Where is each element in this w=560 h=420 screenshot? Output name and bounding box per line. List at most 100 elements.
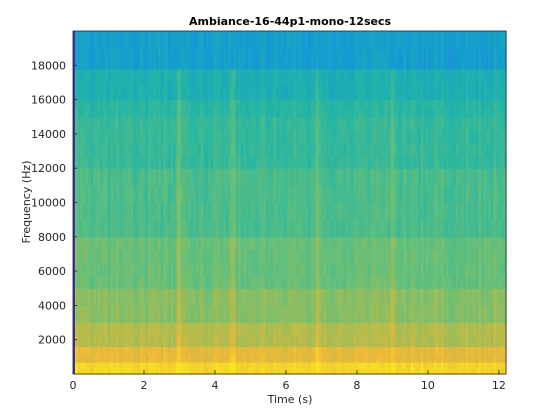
heatmap-cell (280, 322, 284, 336)
heatmap-cell (353, 322, 357, 336)
heatmap-cell (443, 31, 447, 51)
heatmap-cell (143, 68, 147, 85)
heatmap-cell (288, 185, 292, 204)
heatmap-cell (360, 219, 364, 238)
heatmap-cell (193, 236, 197, 251)
heatmap-cell (488, 275, 492, 289)
heatmap-cell (378, 202, 382, 221)
heatmap-cell (483, 236, 487, 251)
heatmap-cell (120, 368, 124, 375)
heatmap-cell (498, 108, 502, 118)
heatmap-cell (108, 322, 112, 336)
heatmap-cell (193, 262, 197, 276)
heatmap-cell (140, 129, 144, 144)
heatmap-cell (183, 129, 187, 144)
heatmap-cell (215, 322, 219, 336)
heatmap-cell (123, 262, 127, 276)
heatmap-cell (358, 334, 362, 348)
heatmap-cell (488, 68, 492, 85)
heatmap-cell (198, 249, 202, 264)
heatmap-cell (345, 236, 349, 251)
heatmap-cell (95, 129, 99, 144)
heatmap-cell (78, 202, 82, 221)
heatmap-cell (130, 354, 134, 363)
heatmap-cell (125, 236, 129, 251)
heatmap-cell (460, 129, 465, 144)
heatmap-cell (318, 129, 322, 144)
heatmap-cell (398, 31, 402, 51)
heatmap-cell (473, 354, 477, 363)
heatmap-cell (503, 31, 507, 51)
heatmap-cell (463, 108, 467, 118)
heatmap-cell (90, 84, 94, 101)
heatmap-cell (135, 108, 139, 118)
heatmap-cell (333, 368, 337, 375)
heatmap-cell (133, 31, 137, 51)
heatmap-cell (380, 354, 384, 363)
heatmap-cell (133, 68, 137, 85)
heatmap-cell (325, 322, 329, 336)
heatmap-cell (370, 155, 374, 169)
heatmap-cell (160, 354, 164, 363)
heatmap-cell (250, 202, 254, 221)
heatmap-cell (123, 168, 127, 186)
heatmap-cell (88, 354, 92, 363)
heatmap-cell (113, 322, 117, 336)
heatmap-cell (295, 168, 299, 186)
heatmap-cell (398, 262, 402, 276)
heatmap-cell (178, 155, 182, 169)
heatmap-cell (75, 354, 79, 363)
heatmap-cell (98, 202, 102, 221)
heatmap-cell (260, 84, 264, 101)
heatmap-cell (88, 249, 92, 264)
heatmap-cell (308, 202, 312, 221)
heatmap-cell (370, 168, 374, 186)
heatmap-cell (233, 368, 237, 375)
heatmap-cell (88, 142, 92, 156)
heatmap-cell (468, 116, 472, 131)
heatmap-cell (420, 185, 424, 204)
heatmap-cell (363, 275, 367, 289)
heatmap-cell (283, 155, 287, 169)
heatmap-cell (325, 249, 329, 264)
heatmap-cell (495, 129, 500, 144)
heatmap-cell (240, 84, 244, 101)
heatmap-cell (140, 68, 144, 85)
heatmap-cell (485, 236, 490, 251)
heatmap-cell (110, 202, 114, 221)
heatmap-cell (383, 249, 387, 264)
heatmap-cell (158, 354, 162, 363)
heatmap-cell (225, 155, 229, 169)
heatmap-cell (413, 129, 417, 144)
heatmap-cell (288, 168, 292, 186)
heatmap-cell (418, 49, 422, 70)
heatmap-cell (385, 31, 389, 51)
heatmap-cell (498, 185, 502, 204)
heatmap-cell (190, 31, 194, 51)
heatmap-cell (145, 236, 149, 251)
heatmap-cell (108, 354, 112, 363)
heatmap-cell (93, 346, 97, 355)
heatmap-cell (188, 168, 192, 186)
heatmap-cell (128, 236, 132, 251)
heatmap-cell (103, 275, 107, 289)
heatmap-cell (235, 129, 239, 144)
heatmap-cell (140, 262, 144, 276)
heatmap-cell (220, 68, 224, 85)
heatmap-cell (193, 129, 197, 144)
heatmap-cell (398, 68, 402, 85)
heatmap-cell (395, 368, 399, 375)
heatmap-cell (433, 334, 437, 348)
heatmap-cell (88, 185, 92, 204)
heatmap-cell (388, 354, 392, 363)
heatmap-cell (183, 116, 187, 131)
heatmap-cell (293, 142, 297, 156)
heatmap-cell (493, 275, 497, 289)
heatmap-cell (83, 368, 87, 375)
heatmap-cell (128, 129, 132, 144)
heatmap-cell (478, 155, 482, 169)
heatmap-cell (420, 219, 424, 238)
heatmap-cell (498, 31, 502, 51)
heatmap-cell (138, 249, 142, 264)
